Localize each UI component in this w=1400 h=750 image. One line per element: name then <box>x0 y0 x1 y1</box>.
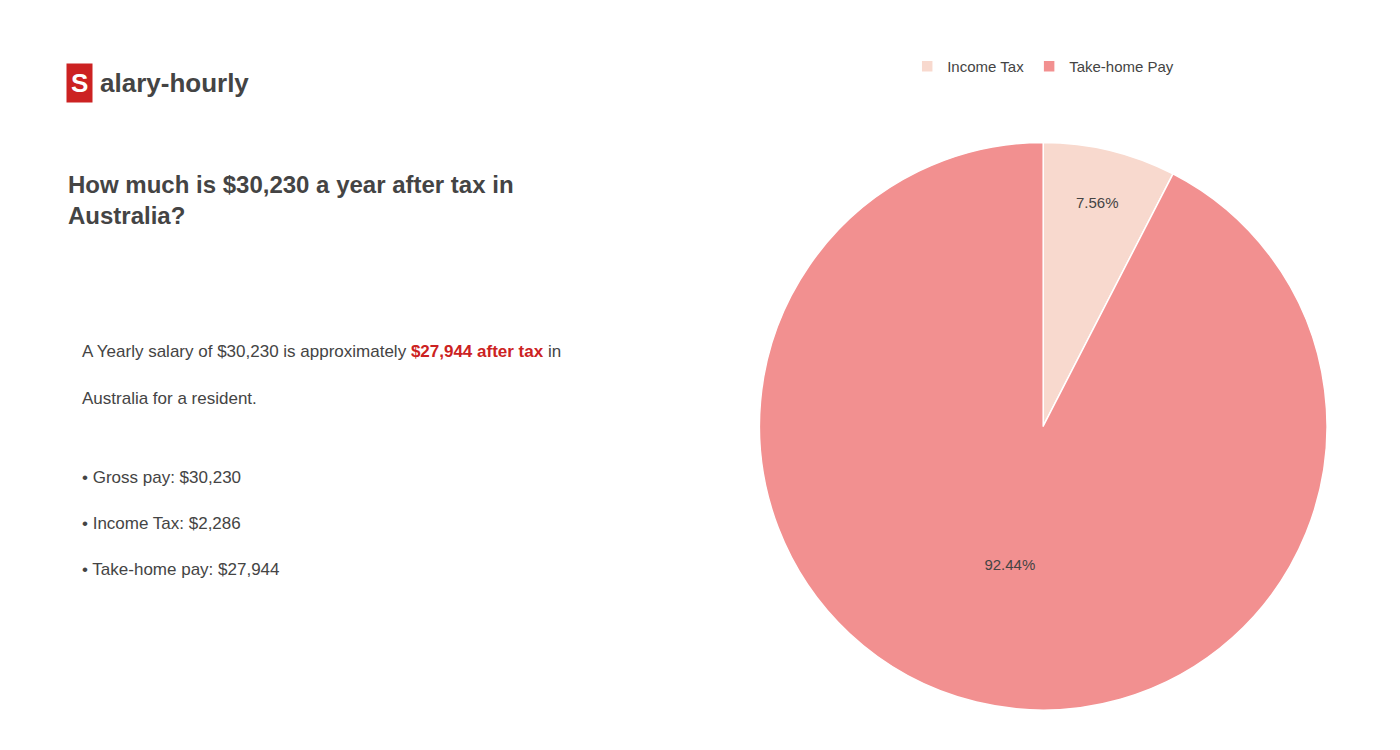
svg-text:7.56%: 7.56% <box>1076 194 1119 211</box>
svg-text:• Take-home pay: $27,944: • Take-home pay: $27,944 <box>82 560 280 579</box>
svg-text:alary-hourly: alary-hourly <box>100 68 249 98</box>
svg-text:Take-home Pay: Take-home Pay <box>1069 58 1174 75</box>
svg-text:A Yearly salary of $30,230 is: A Yearly salary of $30,230 is approximat… <box>82 342 561 361</box>
svg-text:Income Tax: Income Tax <box>947 58 1024 75</box>
svg-text:• Income Tax: $2,286: • Income Tax: $2,286 <box>82 514 241 533</box>
svg-text:• Gross pay: $30,230: • Gross pay: $30,230 <box>82 468 241 487</box>
svg-text:How much is $30,230 a year aft: How much is $30,230 a year after tax inA… <box>68 171 514 229</box>
svg-text:Australia for a resident.: Australia for a resident. <box>82 389 257 408</box>
svg-text:92.44%: 92.44% <box>984 556 1035 573</box>
svg-text:S: S <box>71 68 88 98</box>
